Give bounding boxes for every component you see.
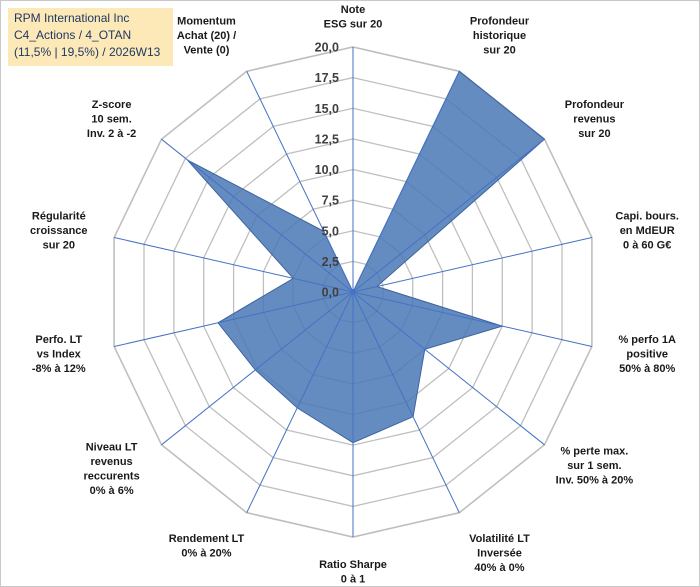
tick-label: 2,5 (322, 255, 339, 269)
tick-label: 15,0 (315, 102, 339, 116)
axis-label-8: Rendement LT 0% à 20% (169, 533, 245, 560)
axis-label-line: ESG sur 20 (324, 19, 383, 31)
spoke-9 (161, 291, 354, 446)
axis-label-5: % perte max. sur 1 sem. Inv. 50% à 20% (556, 446, 634, 487)
axis-label-line: revenus (90, 456, 132, 468)
axis-label-line: sur 20 (483, 45, 515, 57)
spoke-3 (352, 237, 593, 293)
axis-label-line: Vente (0) (184, 45, 230, 57)
axis-label-6: Volatilité LT Inversée 40% à 0% (469, 533, 530, 574)
axis-label-line: Niveau LT (86, 442, 138, 454)
axis-label-1: Profondeur historique sur 20 (470, 16, 530, 57)
axis-label-line: 50% à 80% (619, 363, 675, 375)
tick-label: 0,0 (322, 286, 339, 300)
axis-label-line: Note (341, 4, 365, 16)
title-category: C4_Actions / 4_OTAN (14, 28, 132, 42)
axis-label-2: Profondeur revenus sur 20 (565, 99, 625, 140)
axis-label-7: Ratio Sharpe 0 à 1 (319, 559, 387, 586)
tick-label: 7,5 (322, 194, 339, 208)
axis-label-10: Perfo. LT vs Index -8% à 12% (32, 334, 86, 375)
axis-label-line: Profondeur (565, 99, 625, 111)
title-company: RPM International Inc (14, 11, 130, 25)
axis-label-line: sur 20 (43, 239, 75, 251)
spoke-5 (352, 291, 545, 446)
spoke-8 (246, 291, 354, 513)
axis-label-line: Rendement LT (169, 533, 245, 545)
axis-label-line: Achat (20) / (177, 30, 236, 42)
axis-label-line: en MdEUR (620, 225, 675, 237)
spoke-10 (113, 291, 354, 347)
axis-label-line: Z-score (92, 99, 132, 111)
axis-label-line: Inv. 2 à -2 (87, 128, 136, 140)
axis-label-line: Capi. bours. (615, 210, 679, 222)
axis-label-13: Momentum Achat (20) / Vente (0) (177, 16, 236, 57)
chart-title-box: RPM International Inc C4_Actions / 4_OTA… (8, 8, 173, 66)
axis-label-0: Note ESG sur 20 (324, 4, 383, 31)
axis-label-line: 0% à 20% (181, 548, 231, 560)
axis-label-line: 0% à 6% (90, 485, 134, 497)
axis-label-line: 10 sem. (91, 113, 131, 125)
axis-label-line: revenus (573, 113, 615, 125)
spoke-4 (352, 291, 593, 347)
axis-label-line: historique (473, 30, 526, 42)
axis-label-line: Régularité (32, 210, 86, 222)
axis-label-line: -8% à 12% (32, 363, 86, 375)
spoke-1 (352, 71, 460, 293)
axis-label-line: Perfo. LT (35, 334, 82, 346)
axis-label-line: vs Index (37, 349, 82, 361)
spoke-12 (161, 138, 354, 293)
axis-label-3: Capi. bours. en MdEUR 0 à 60 G€ (615, 210, 679, 251)
axis-label-11: Régularité croissance sur 20 (30, 210, 87, 251)
tick-label: 17,5 (315, 71, 339, 85)
axis-label-line: reccurents (83, 471, 139, 483)
axis-label-line: % perte max. (560, 446, 628, 458)
tick-label: 10,0 (315, 163, 339, 177)
tick-label: 5,0 (322, 224, 339, 238)
axis-label-line: 0 à 1 (341, 574, 365, 586)
axis-label-line: croissance (30, 225, 87, 237)
tick-label: 20,0 (315, 41, 339, 55)
data-area (186, 70, 546, 444)
axis-label-line: 0 à 60 G€ (623, 239, 671, 251)
spoke-6 (352, 291, 460, 513)
axis-label-line: Inv. 50% à 20% (556, 475, 634, 487)
axis-label-line: Volatilité LT (469, 533, 530, 545)
axis-label-9: Niveau LT revenus reccurents 0% à 6% (83, 442, 139, 498)
tick-label: 12,5 (315, 132, 339, 146)
axis-label-line: positive (626, 349, 668, 361)
axis-label-line: sur 20 (578, 128, 610, 140)
axis-label-4: % perfo 1A positive 50% à 80% (618, 334, 676, 375)
axis-label-12: Z-score 10 sem. Inv. 2 à -2 (87, 99, 136, 140)
axis-label-line: Momentum (177, 16, 236, 28)
spoke-2 (352, 138, 545, 293)
axis-label-line: Profondeur (470, 16, 530, 28)
spoke-13 (246, 71, 354, 293)
axis-label-line: 40% à 0% (474, 562, 524, 574)
axis-label-line: sur 1 sem. (567, 460, 621, 472)
axis-label-line: Inversée (477, 548, 522, 560)
spoke-11 (113, 237, 354, 293)
title-params: (11,5% | 19,5%) / 2026W13 (14, 45, 161, 59)
axis-label-line: Ratio Sharpe (319, 559, 387, 571)
axis-label-line: % perfo 1A (618, 334, 676, 346)
